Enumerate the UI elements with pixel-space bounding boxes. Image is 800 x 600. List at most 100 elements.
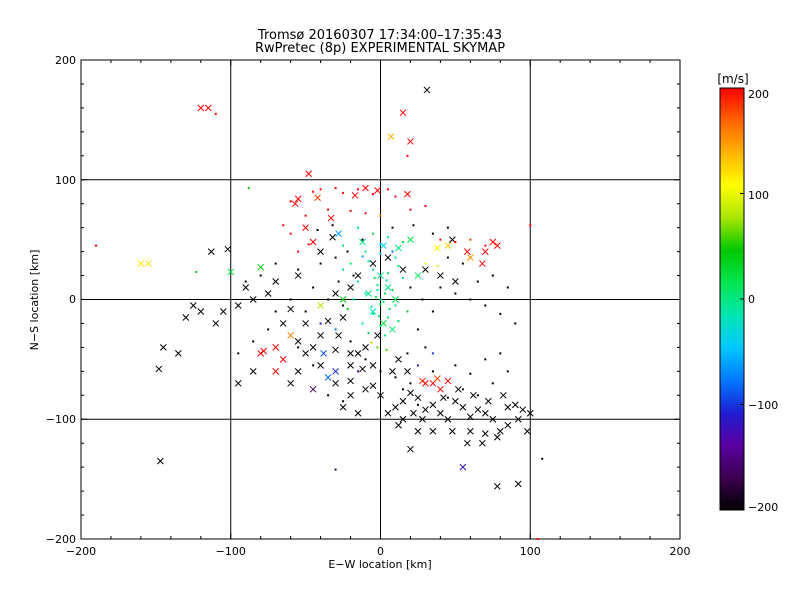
data-point-cross <box>317 248 324 255</box>
data-point-dot <box>506 286 509 289</box>
data-point-cross <box>317 302 324 309</box>
data-point-cross <box>422 406 429 414</box>
data-point-cross <box>384 254 392 261</box>
data-point-cross <box>339 314 347 321</box>
data-point-cross <box>399 109 407 117</box>
data-point-dot <box>357 370 360 373</box>
data-point-cross <box>347 391 354 399</box>
data-point-cross <box>464 439 471 447</box>
data-point-dot <box>334 328 337 331</box>
data-point-cross <box>493 433 501 441</box>
data-point-dot <box>342 268 345 271</box>
data-point-dot <box>476 280 479 283</box>
x-tick-label-0: −200 <box>66 545 96 558</box>
data-point-dot <box>397 320 400 323</box>
data-point-cross <box>249 296 257 303</box>
data-point-dot <box>367 332 370 335</box>
data-point-cross <box>249 367 257 375</box>
data-point-cross <box>377 391 384 399</box>
data-point-cross <box>207 248 215 255</box>
colorbar-ticks <box>740 87 744 511</box>
data-point-dot <box>349 340 352 343</box>
data-point-dot <box>469 372 472 375</box>
data-point-dot <box>401 276 404 279</box>
data-point-cross <box>320 350 327 357</box>
data-point-cross <box>489 238 497 246</box>
data-point-dot <box>439 286 442 289</box>
data-point-cross <box>294 367 302 375</box>
data-point-dot <box>297 250 300 253</box>
data-point-dot <box>401 241 404 244</box>
data-point-cross <box>377 272 384 279</box>
data-point-dot <box>536 538 539 540</box>
data-point-cross <box>444 242 452 249</box>
data-point-cross <box>272 344 280 351</box>
data-point-dot <box>446 226 449 229</box>
data-point-cross <box>347 377 354 385</box>
data-point-cross <box>309 238 317 246</box>
data-point-dot <box>331 224 334 227</box>
data-point-cross <box>160 344 167 351</box>
data-point-dot <box>386 272 389 275</box>
data-point-cross <box>423 86 431 94</box>
data-point-dot <box>484 304 487 307</box>
data-point-cross <box>234 379 242 387</box>
data-point-cross <box>362 184 369 192</box>
data-point-cross <box>384 284 392 291</box>
data-point-dot <box>383 292 386 295</box>
data-point-dot <box>431 352 434 355</box>
data-point-dot <box>541 457 544 460</box>
data-point-dot <box>406 352 409 355</box>
data-point-dot <box>316 229 319 232</box>
data-point-cross <box>392 296 399 303</box>
data-point-dot <box>282 224 285 227</box>
data-point-dot <box>346 250 349 253</box>
data-point-cross <box>384 409 392 417</box>
data-point-dot <box>376 284 379 287</box>
data-point-cross <box>452 397 459 405</box>
data-point-dot <box>361 255 364 258</box>
data-point-cross <box>395 421 402 429</box>
data-point-dot <box>349 262 352 265</box>
data-point-cross <box>449 427 456 435</box>
data-point-dot <box>416 328 419 331</box>
data-point-cross <box>481 430 489 437</box>
data-point-dot <box>454 241 457 244</box>
data-point-cross <box>455 385 462 393</box>
data-point-dot <box>491 382 494 385</box>
data-point-cross <box>339 296 347 303</box>
data-point-dot <box>424 205 427 208</box>
data-point-cross <box>414 394 422 402</box>
data-point-cross <box>347 284 354 291</box>
data-point-cross <box>197 104 205 112</box>
data-point-dot <box>237 352 240 355</box>
data-point-cross <box>314 194 321 202</box>
data-point-dot <box>372 268 375 271</box>
data-point-dot <box>394 304 397 307</box>
data-point-cross <box>511 401 519 409</box>
data-point-dot <box>386 188 389 191</box>
data-point-cross <box>362 385 369 393</box>
data-point-cross <box>204 104 212 112</box>
data-point-dot <box>372 193 375 196</box>
data-point-cross <box>407 389 414 397</box>
data-point-cross <box>332 290 339 297</box>
data-point-dot <box>94 244 97 247</box>
data-point-dot <box>312 190 315 193</box>
data-point-cross <box>294 195 302 203</box>
data-point-dot <box>334 468 337 471</box>
data-point-cross <box>489 415 497 423</box>
data-point-cross <box>414 427 422 435</box>
data-point-dot <box>319 322 322 325</box>
data-point-cross <box>437 272 444 279</box>
data-point-cross <box>452 278 459 285</box>
data-point-cross <box>407 445 414 453</box>
data-point-dot <box>491 274 494 277</box>
data-point-cross <box>272 367 280 375</box>
data-point-cross <box>309 344 317 351</box>
data-point-cross <box>224 245 232 253</box>
data-point-cross <box>305 170 312 178</box>
data-point-dot <box>431 370 434 373</box>
data-point-dot <box>375 296 378 299</box>
data-point-dot <box>274 310 277 313</box>
